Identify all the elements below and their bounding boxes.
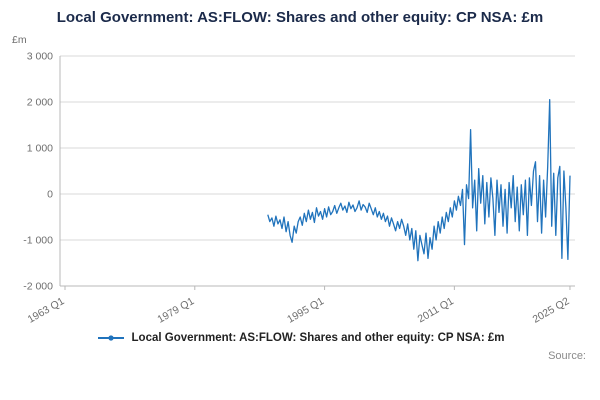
chart-title: Local Government: AS:FLOW: Shares and ot… — [56, 9, 544, 26]
chart-line — [267, 98, 571, 261]
chart-gridlines — [60, 55, 575, 286]
line-chart: £m3 000 2 000 1 000 0 -1 000 -2 000 1963 Q1 197… — [12, 34, 575, 326]
x-tick-label: 1979 Q1 — [155, 295, 196, 326]
x-tick-label: 2025 Q2 — [531, 295, 572, 326]
y-tick-label: -1 000 — [23, 234, 53, 246]
y-axis-unit-label: £m — [12, 34, 27, 46]
legend-label: Local Government: AS:FLOW: Shares and ot… — [131, 331, 505, 344]
y-tick-label: 2 000 — [27, 96, 53, 108]
x-tick-label: 1995 Q1 — [285, 295, 326, 326]
y-tick-label: 3 000 — [27, 50, 53, 62]
legend-line-marker-icon — [97, 334, 124, 341]
legend: Local Government: AS:FLOW: Shares and ot… — [0, 328, 600, 348]
y-tick-label: 1 000 — [27, 142, 53, 154]
y-tick-label: 0 — [47, 188, 53, 200]
x-tick-label: 1963 Q1 — [26, 295, 67, 326]
y-tick-label: -2 000 — [23, 280, 53, 292]
x-tick-label: 2011 Q1 — [416, 295, 456, 325]
source-label: Source: — [548, 349, 586, 362]
